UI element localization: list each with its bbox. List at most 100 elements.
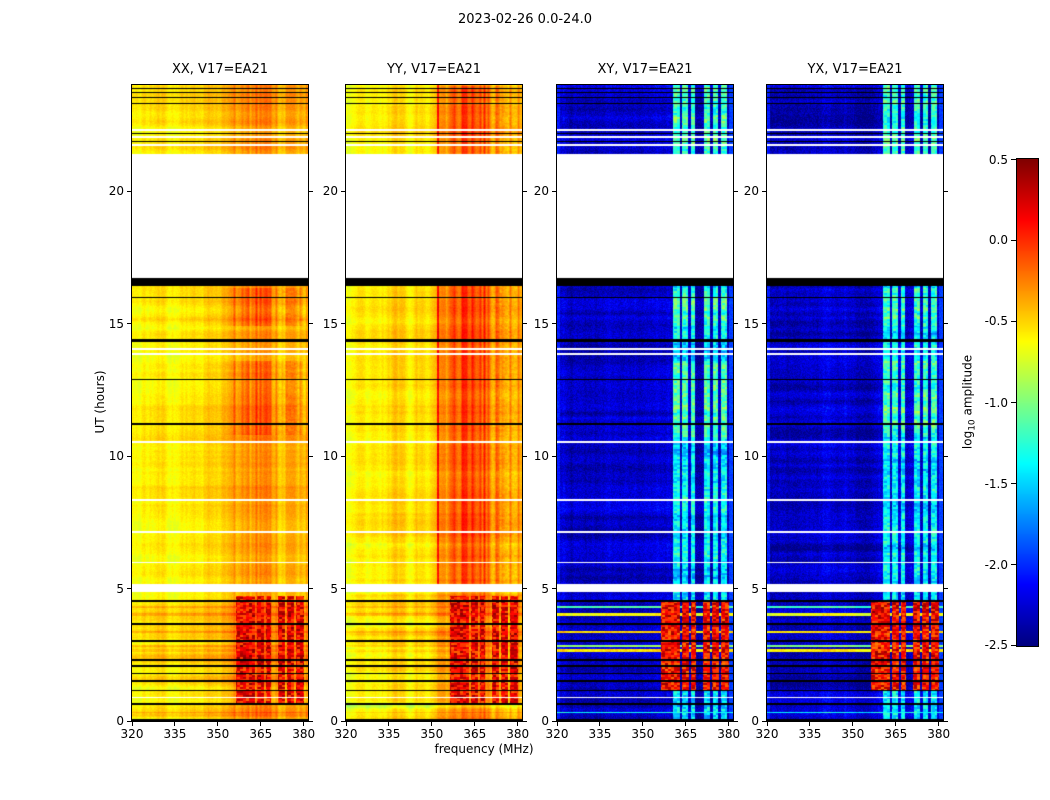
y-tick-mark — [762, 190, 766, 192]
y-tick-mark — [762, 323, 766, 324]
colorbar-canvas — [1017, 159, 1038, 646]
x-tick-mark — [345, 722, 347, 726]
x-axis-label: frequency (MHz) — [434, 742, 534, 756]
colorbar-tick-mark — [1011, 239, 1016, 241]
x-tick-label: 320 — [120, 727, 144, 741]
y-tick-label: 20 — [322, 184, 338, 198]
x-tick-label: 350 — [841, 727, 865, 741]
colorbar-tick-mark — [1011, 159, 1016, 160]
y-tick-mark — [127, 455, 131, 457]
y-tick-mark — [734, 190, 738, 192]
spectrogram-canvas-yx — [767, 85, 943, 721]
y-tick-mark — [523, 323, 527, 324]
colorbar-tick-mark — [1011, 564, 1016, 566]
y-tick-label: 20 — [533, 184, 549, 198]
y-tick-label: 0 — [116, 714, 124, 728]
x-tick-label: 365 — [463, 727, 487, 741]
y-tick-label: 20 — [108, 184, 124, 198]
y-tick-label: 5 — [751, 581, 759, 596]
spectrogram-canvas-yy — [346, 85, 522, 721]
x-tick-label: 320 — [334, 727, 358, 741]
x-tick-mark — [517, 722, 519, 726]
x-tick-label: 380 — [506, 727, 530, 741]
x-tick-mark — [174, 722, 176, 726]
x-tick-mark — [895, 722, 897, 726]
y-tick-mark — [309, 190, 313, 192]
y-tick-label: 10 — [108, 449, 124, 463]
y-tick-mark — [552, 455, 556, 457]
y-tick-mark — [127, 720, 131, 722]
panel-title-xy: XY, V17=EA21 — [597, 62, 693, 77]
y-tick-mark — [523, 190, 527, 192]
y-tick-label: 0 — [751, 714, 759, 728]
x-tick-label: 335 — [798, 727, 822, 741]
colorbar-tick-mark — [1011, 483, 1016, 485]
x-tick-label: 350 — [631, 727, 655, 741]
y-tick-mark — [762, 455, 766, 457]
y-tick-mark — [341, 323, 345, 324]
x-tick-label: 350 — [206, 727, 230, 741]
x-tick-mark — [852, 722, 854, 726]
colorbar-label-prefix: log — [960, 430, 975, 450]
y-tick-mark — [734, 588, 738, 589]
x-tick-label: 320 — [755, 727, 779, 741]
y-tick-label: 15 — [533, 316, 549, 331]
y-tick-mark — [309, 323, 313, 324]
colorbar-tick-mark — [1011, 402, 1016, 403]
y-tick-mark — [552, 588, 556, 589]
y-tick-mark — [341, 720, 345, 722]
panel-title-xx: XX, V17=EA21 — [171, 62, 269, 77]
x-tick-mark — [431, 722, 433, 726]
x-tick-label: 380 — [927, 727, 951, 741]
colorbar-tick-label: -0.5 — [984, 314, 1008, 329]
y-tick-label: 15 — [322, 316, 338, 331]
spectrogram-canvas-xy — [557, 85, 733, 721]
colorbar-label-sub: 10 — [967, 419, 978, 431]
x-tick-mark — [728, 722, 730, 726]
x-tick-mark — [217, 722, 219, 726]
x-tick-mark — [685, 722, 687, 726]
x-tick-mark — [938, 722, 940, 726]
x-tick-label: 335 — [377, 727, 401, 741]
colorbar-tick-mark — [1011, 645, 1016, 646]
x-tick-label: 335 — [588, 727, 612, 741]
x-tick-label: 365 — [674, 727, 698, 741]
y-tick-mark — [309, 588, 313, 589]
y-tick-mark — [944, 323, 948, 324]
y-tick-mark — [341, 588, 345, 589]
colorbar-label: log10 amplitude — [960, 355, 977, 449]
y-tick-mark — [552, 190, 556, 192]
y-tick-label: 0 — [330, 714, 338, 728]
y-tick-mark — [552, 323, 556, 324]
y-tick-mark — [762, 720, 766, 722]
panel-xy: XY, V17=EA21 0 5 10 15 20 320 335 350 365 380 — [534, 62, 740, 740]
y-tick-label: 20 — [743, 184, 759, 198]
y-tick-label: 15 — [743, 316, 759, 331]
x-tick-mark — [556, 722, 558, 726]
x-tick-label: 380 — [717, 727, 741, 741]
y-tick-mark — [944, 588, 948, 589]
y-tick-mark — [341, 190, 345, 192]
panel-yy: YY, V17=EA21 0 5 10 15 20 320 335 350 365 380 — [323, 62, 529, 740]
y-tick-mark — [944, 720, 948, 722]
colorbar-tick-label: 0.5 — [988, 153, 1008, 167]
x-tick-label: 320 — [545, 727, 569, 741]
x-tick-mark — [131, 722, 133, 726]
spectrogram-canvas-xx — [132, 85, 308, 721]
x-tick-label: 335 — [163, 727, 187, 741]
y-tick-label: 0 — [541, 714, 549, 728]
x-tick-label: 365 — [884, 727, 908, 741]
y-tick-mark — [734, 455, 738, 457]
colorbar-tick-label: -2.0 — [984, 557, 1008, 572]
y-tick-mark — [523, 455, 527, 457]
x-tick-mark — [260, 722, 262, 726]
panel-xx: XX, V17=EA21 0 5 10 15 20 320 335 350 365 380 — [109, 62, 315, 740]
y-tick-mark — [552, 720, 556, 722]
x-tick-mark — [303, 722, 305, 726]
x-tick-label: 350 — [420, 727, 444, 741]
y-tick-label: 5 — [116, 581, 124, 596]
y-tick-label: 10 — [533, 449, 549, 463]
y-tick-mark — [523, 720, 527, 722]
figure-title: 2023-02-26 0.0-24.0 — [458, 12, 592, 27]
